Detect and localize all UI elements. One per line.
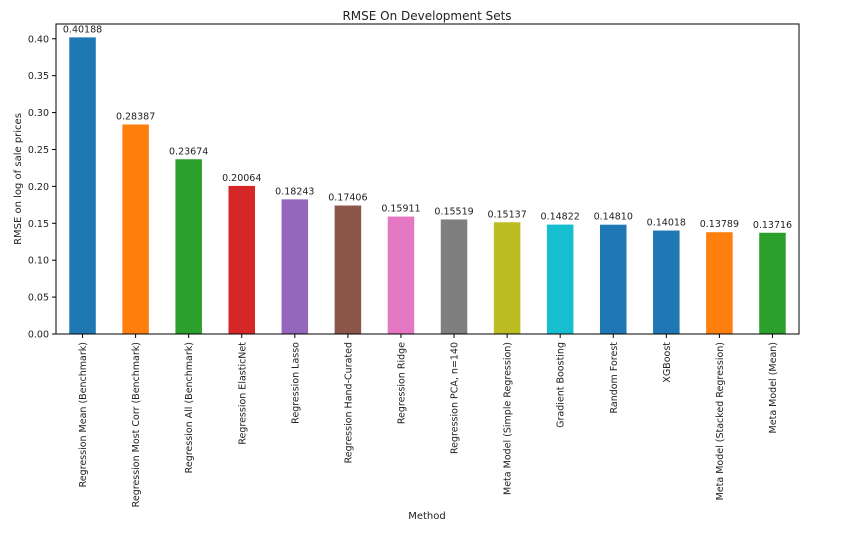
- bar-value-label: 0.20064: [222, 173, 261, 184]
- bar-value-label: 0.15137: [487, 209, 526, 220]
- x-tick-label: Gradient Boosting: [556, 342, 567, 428]
- y-axis-label: RMSE on log of sale prices: [13, 113, 24, 245]
- bar: [334, 205, 362, 334]
- y-tick-label: 0.30: [28, 108, 49, 119]
- y-tick-label: 0.10: [28, 256, 49, 267]
- plot-frame: [55, 23, 800, 335]
- bar-value-label: 0.15911: [381, 204, 420, 215]
- x-tick-label: Meta Model (Stacked Regression): [715, 342, 726, 500]
- x-tick-label: Meta Model (Mean): [768, 342, 779, 433]
- x-tick-label: Regression Lasso: [290, 342, 301, 424]
- y-tick-label: 0.05: [28, 293, 49, 304]
- bar: [759, 232, 786, 334]
- x-tick-label: Regression ElasticNet: [237, 342, 248, 445]
- bar-value-label: 0.15519: [434, 206, 473, 217]
- x-tick-label: Regression PCA, n=140: [450, 342, 461, 454]
- x-tick-label: Meta Model (Simple Regression): [503, 342, 514, 495]
- y-tick-label: 0.15: [28, 219, 49, 230]
- y-tick-label: 0.20: [28, 182, 49, 193]
- bar: [546, 224, 574, 334]
- bar: [440, 219, 468, 334]
- x-axis-label: Method: [408, 511, 446, 522]
- chart-title: RMSE On Development Sets: [342, 9, 511, 23]
- x-tick-label: Regression All (Benchmark): [184, 342, 195, 473]
- bar: [228, 185, 256, 334]
- bar-value-label: 0.17406: [328, 193, 367, 204]
- x-tick-label: Regression Most Corr (Benchmark): [131, 342, 142, 507]
- y-tick-label: 0.35: [28, 71, 49, 82]
- x-tick-label: Regression Hand-Curated: [343, 342, 354, 463]
- bar-value-label: 0.14018: [647, 218, 686, 229]
- bar: [653, 230, 680, 334]
- bar: [122, 124, 149, 335]
- bar: [387, 216, 415, 334]
- y-axis: 0.00 0.05 0.10 0.15 0.20 0.25 0.30 0.35 0.40: [28, 34, 56, 341]
- bar: [599, 224, 627, 334]
- bar-value-label: 0.40188: [63, 24, 102, 35]
- bar-value-label: 0.18243: [275, 186, 314, 197]
- bar: [175, 159, 202, 334]
- y-tick-label: 0.40: [28, 34, 49, 45]
- x-tick-label: Random Forest: [609, 342, 620, 414]
- bar-value-label: 0.14822: [541, 212, 580, 223]
- bars-group: [69, 37, 786, 335]
- x-axis: Regression Mean (Benchmark) Regression Mo…: [78, 334, 779, 507]
- y-tick-label: 0.25: [28, 145, 49, 156]
- bar: [69, 37, 96, 334]
- bar: [706, 232, 733, 334]
- bar-value-label: 0.28387: [116, 111, 155, 122]
- x-tick-label: XGBoost: [662, 342, 673, 383]
- x-tick-label: Regression Ridge: [396, 342, 407, 424]
- bar-value-label: 0.13716: [753, 220, 792, 231]
- data-labels-group: 0.40188 0.28387 0.23674 0.20064 0.18243 0.174…: [63, 24, 792, 230]
- bar-value-label: 0.13789: [700, 219, 739, 230]
- bar: [493, 222, 521, 334]
- bar-value-label: 0.14810: [594, 212, 633, 223]
- x-tick-label: Regression Mean (Benchmark): [78, 342, 89, 487]
- bar: [281, 199, 309, 334]
- y-tick-label: 0.00: [28, 330, 49, 341]
- bar-value-label: 0.23674: [169, 146, 208, 157]
